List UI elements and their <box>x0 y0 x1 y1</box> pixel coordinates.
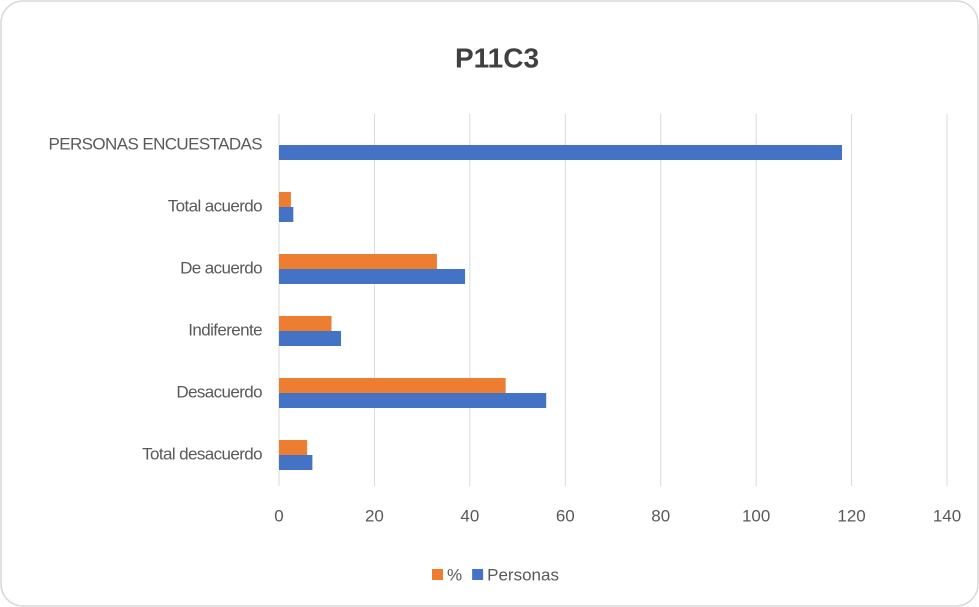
legend-swatch <box>432 569 443 580</box>
y-tick-label: Indiferente <box>188 320 262 339</box>
y-tick-label: Desacuerdo <box>176 382 262 401</box>
bar <box>279 269 466 284</box>
chart-title: P11C3 <box>455 42 539 73</box>
bar <box>279 192 291 207</box>
x-tick-label: 120 <box>837 506 865 525</box>
y-tick-label: Total acuerdo <box>168 196 262 215</box>
x-tick-label: 80 <box>651 506 670 525</box>
legend-label: % <box>447 565 462 584</box>
x-tick-label: 140 <box>933 506 961 525</box>
bar <box>279 207 294 222</box>
y-tick-label: PERSONAS ENCUESTADAS <box>49 134 263 153</box>
x-tick-label: 0 <box>274 506 283 525</box>
bar <box>279 393 547 408</box>
bar <box>279 254 437 269</box>
y-tick-label: De acuerdo <box>180 258 262 277</box>
legend-label: Personas <box>487 565 559 584</box>
bar <box>279 455 313 470</box>
bar <box>279 316 332 331</box>
x-tick-label: 40 <box>460 506 479 525</box>
bar <box>279 145 843 160</box>
legend-swatch <box>472 569 484 580</box>
bar <box>279 378 506 393</box>
y-tick-label: Total desacuerdo <box>142 444 262 463</box>
x-tick-label: 20 <box>365 506 384 525</box>
x-tick-label: 60 <box>556 506 575 525</box>
x-tick-label: 100 <box>742 506 770 525</box>
bar <box>279 331 342 346</box>
bar <box>279 440 308 455</box>
